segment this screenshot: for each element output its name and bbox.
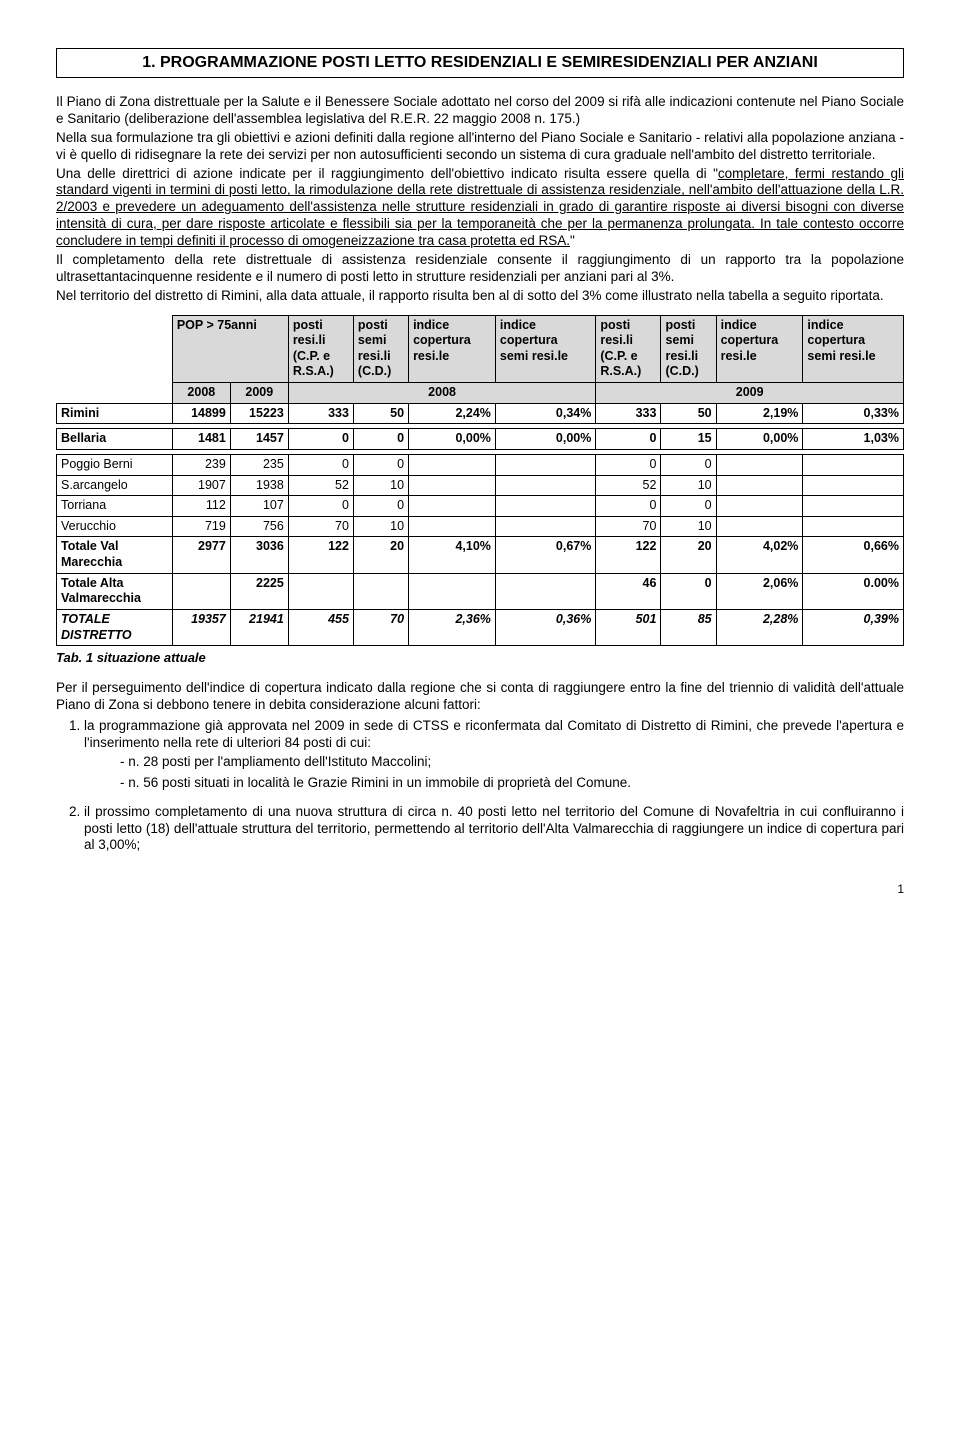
col-pop: POP > 75anni xyxy=(172,315,288,383)
row-sarcangelo: S.arcangelo 1907 1938 52 10 52 10 xyxy=(57,475,904,496)
col-c3: indice copertura resi.le xyxy=(409,315,496,383)
row-poggio: Poggio Berni 239 235 0 0 0 0 xyxy=(57,454,904,475)
year-2008a: 2008 xyxy=(172,383,230,404)
sub-item-1b: n. 56 posti situati in località le Grazi… xyxy=(120,775,904,792)
para-5: Nel territorio del distretto di Rimini, … xyxy=(56,288,904,305)
col-c8: indice copertura semi resi.le xyxy=(803,315,904,383)
para-2: Nella sua formulazione tra gli obiettivi… xyxy=(56,130,904,164)
sub-item-1a: n. 28 posti per l'ampliamento dell'Istit… xyxy=(120,754,904,771)
row-bellaria: Bellaria 1481 1457 0 0 0,00% 0,00% 0 15 … xyxy=(57,429,904,450)
col-c2: posti semi resi.li (C.D.) xyxy=(353,315,408,383)
after-table-block: Per il perseguimento dell'indice di cope… xyxy=(56,680,904,854)
body-paragraphs: Il Piano di Zona distrettuale per la Sal… xyxy=(56,94,904,305)
para-1: Il Piano di Zona distrettuale per la Sal… xyxy=(56,94,904,128)
col-c6: posti semi resi.li (C.D.) xyxy=(661,315,716,383)
page-title: 1. PROGRAMMAZIONE POSTI LETTO RESIDENZIA… xyxy=(56,48,904,78)
col-c7: indice copertura resi.le xyxy=(716,315,803,383)
year-2008b: 2008 xyxy=(288,383,596,404)
year-2009a: 2009 xyxy=(230,383,288,404)
year-2009b: 2009 xyxy=(596,383,904,404)
row-totale-val: Totale Val Marecchia 2977 3036 122 20 4,… xyxy=(57,537,904,573)
row-rimini: Rimini 14899 15223 333 50 2,24% 0,34% 33… xyxy=(57,403,904,424)
row-verucchio: Verucchio 719 756 70 10 70 10 xyxy=(57,516,904,537)
row-torriana: Torriana 112 107 0 0 0 0 xyxy=(57,496,904,517)
para-3: Una delle direttrici di azione indicate … xyxy=(56,166,904,250)
col-c5: posti resi.li (C.P. e R.S.A.) xyxy=(596,315,661,383)
col-c4: indice copertura semi resi.le xyxy=(495,315,595,383)
page-number: 1 xyxy=(56,882,904,897)
after-intro: Per il perseguimento dell'indice di cope… xyxy=(56,680,904,714)
para-4: Il completamento della rete distrettuale… xyxy=(56,252,904,286)
row-totale-distretto: TOTALE DISTRETTO 19357 21941 455 70 2,36… xyxy=(57,609,904,645)
col-c1: posti resi.li (C.P. e R.S.A.) xyxy=(288,315,353,383)
row-totale-alta: Totale Alta Valmarecchia 2225 46 0 2,06%… xyxy=(57,573,904,609)
coverage-table: POP > 75anni posti resi.li (C.P. e R.S.A… xyxy=(56,315,904,647)
list-item-1: la programmazione già approvata nel 2009… xyxy=(84,718,904,792)
table-caption: Tab. 1 situazione attuale xyxy=(56,650,904,666)
list-item-2: il prossimo completamento di una nuova s… xyxy=(84,804,904,855)
